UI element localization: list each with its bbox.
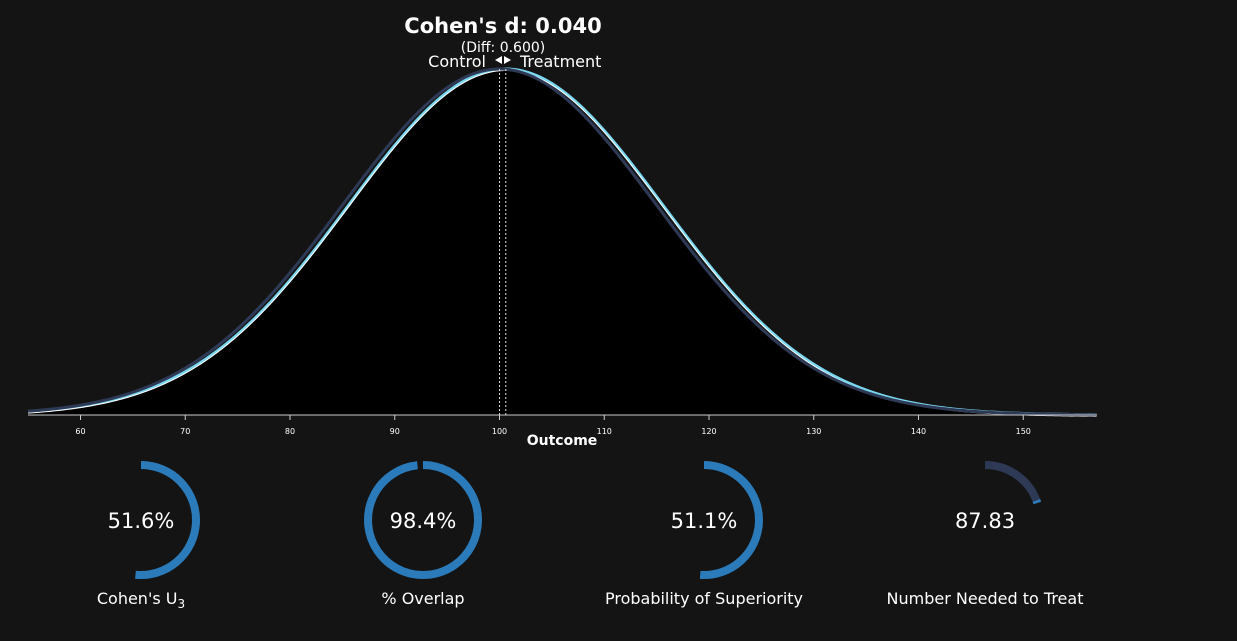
gauge: 51.6% Cohen's U3 <box>97 461 201 611</box>
gauge-arc <box>984 461 1042 505</box>
cohens-d-title: Cohen's d: 0.040 <box>404 14 601 38</box>
gauge-value: 87.83 <box>955 509 1015 533</box>
gauge-label: % Overlap <box>381 589 464 608</box>
double-arrow-icon <box>495 56 511 64</box>
gauge-arc-tip <box>1032 498 1042 505</box>
control-label: Control <box>428 52 486 71</box>
gauge-label: Cohen's U3 <box>97 589 185 611</box>
gauge-label: Number Needed to Treat <box>887 589 1084 608</box>
gauge: 51.1% Probability of Superiority <box>605 461 803 608</box>
x-axis-ticks: 60 70 80 90 100 110 120 130 140 150 <box>75 415 1031 436</box>
x-tick-label: 140 <box>911 427 926 436</box>
gauge: 87.83 Number Needed to Treat <box>887 461 1084 608</box>
x-axis-title: Outcome <box>527 433 598 449</box>
treatment-label: Treatment <box>519 52 601 71</box>
x-tick-label: 130 <box>806 427 821 436</box>
gauge: 98.4% % Overlap <box>364 461 483 608</box>
x-tick-label: 100 <box>492 427 507 436</box>
gauge-arc <box>135 461 201 579</box>
x-tick-label: 60 <box>75 427 85 436</box>
gauge-value: 98.4% <box>390 509 457 533</box>
gauges: 51.6% Cohen's U3 98.4% % Overlap 51.1% Probab… <box>97 461 1084 611</box>
gauge-label: Probability of Superiority <box>605 589 803 608</box>
x-tick-label: 80 <box>285 427 295 436</box>
diff-subtitle: (Diff: 0.600) <box>461 40 546 56</box>
control-curve <box>28 67 1097 417</box>
x-tick-label: 110 <box>597 427 612 436</box>
x-tick-label: 150 <box>1016 427 1031 436</box>
x-tick-label: 70 <box>180 427 190 436</box>
overlap-area <box>28 69 1097 415</box>
x-tick-label: 120 <box>701 427 716 436</box>
gauge-arc <box>699 461 763 579</box>
x-tick-label: 90 <box>390 427 400 436</box>
gauge-arc <box>364 461 483 579</box>
gauge-value: 51.6% <box>108 509 175 533</box>
gauge-value: 51.1% <box>671 509 738 533</box>
